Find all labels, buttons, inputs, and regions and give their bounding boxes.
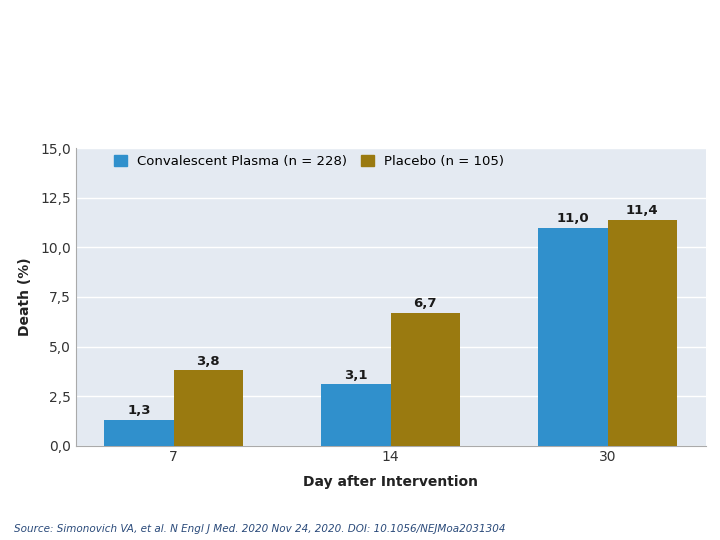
Y-axis label: Death (%): Death (%): [18, 258, 32, 336]
Bar: [321, 384, 391, 446]
Bar: [391, 313, 460, 446]
Text: Source: Simonovich VA, et al. N Engl J Med. 2020 Nov 24, 2020. DOI: 10.1056/NEJM: Source: Simonovich VA, et al. N Engl J M…: [14, 523, 506, 534]
Text: 3,8: 3,8: [197, 355, 220, 368]
Bar: [538, 228, 608, 446]
X-axis label: Day after Intervention: Day after Intervention: [303, 476, 478, 489]
Text: 6,7: 6,7: [413, 298, 437, 310]
Text: 3,1: 3,1: [344, 369, 368, 382]
Bar: [174, 370, 243, 446]
Bar: [104, 420, 174, 446]
Text: A Randomized Trial of Convalescent Plasma in Covid-19
Severe Pneumonia: Results—: A Randomized Trial of Convalescent Plasm…: [16, 28, 625, 71]
Legend: Convalescent Plasma (n = 228), Placebo (n = 105): Convalescent Plasma (n = 228), Placebo (…: [114, 155, 505, 168]
Bar: [608, 220, 677, 446]
Text: 11,4: 11,4: [626, 205, 659, 218]
Text: 1,3: 1,3: [127, 404, 150, 417]
Text: 11,0: 11,0: [557, 212, 589, 225]
